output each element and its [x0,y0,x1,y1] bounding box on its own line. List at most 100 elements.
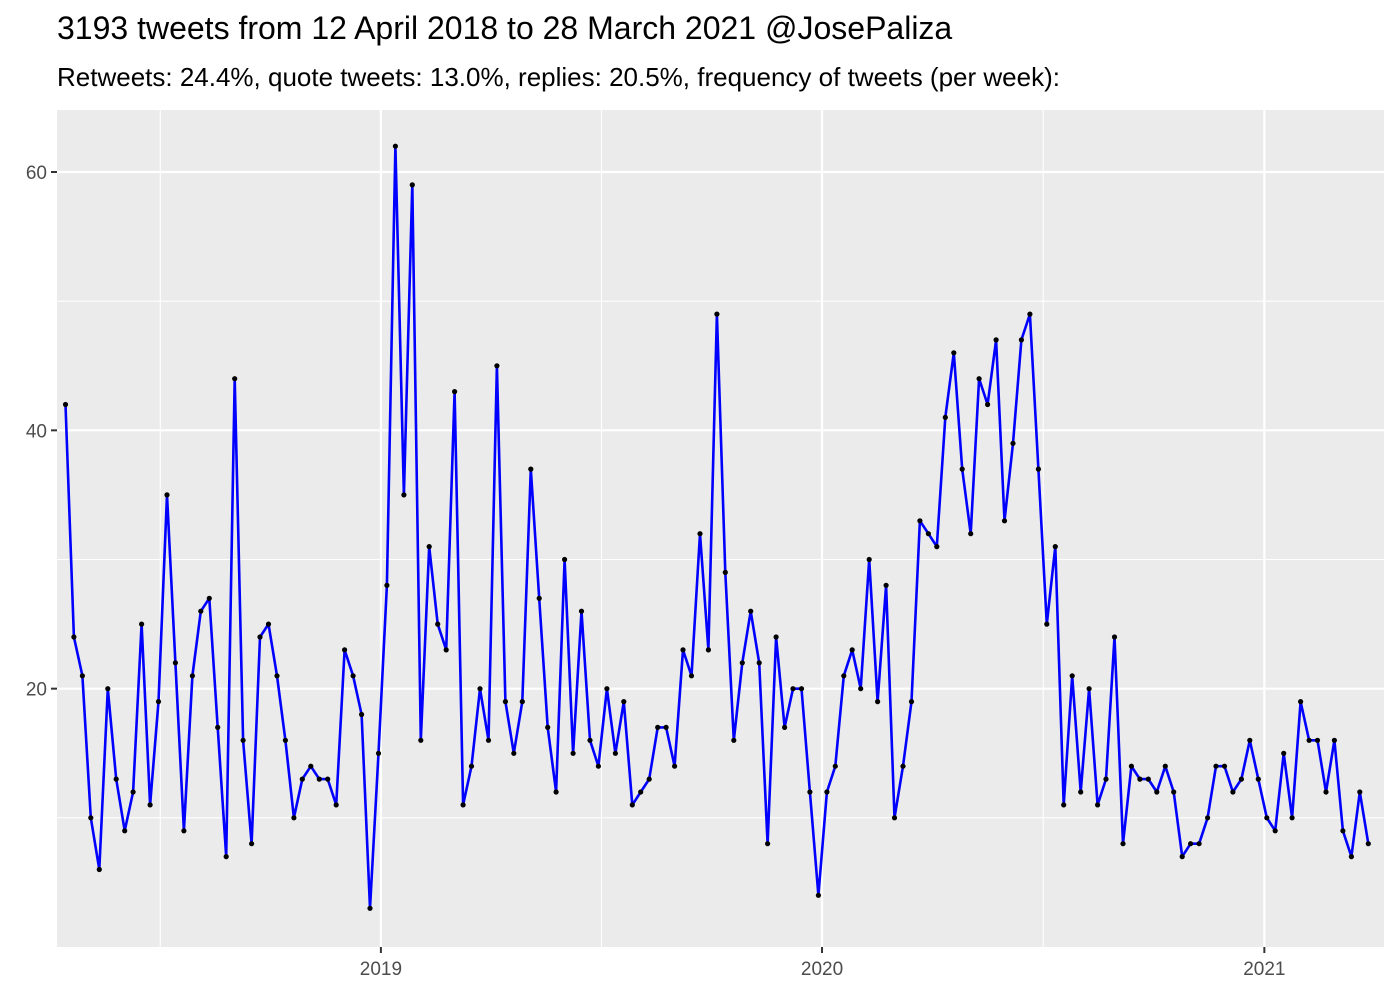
data-point [1205,815,1211,821]
data-point [418,737,424,743]
data-point [672,763,678,769]
data-point [748,608,754,614]
data-point [739,660,745,666]
data-point [553,789,559,795]
data-point [1052,544,1058,550]
data-point [595,763,602,769]
data-point [1137,776,1143,782]
data-point [858,686,864,692]
data-point [240,737,246,743]
data-point [1111,634,1118,640]
data-point [426,544,432,550]
data-point [714,311,720,317]
data-point [1306,737,1312,743]
data-point [291,815,297,821]
data-point [1086,686,1092,692]
data-point [578,608,585,614]
data-point [621,699,627,705]
x-tick-label: 2020 [801,959,843,980]
data-point [1103,776,1109,782]
data-point [790,686,796,692]
data-point [646,776,652,782]
data-point [1357,789,1363,795]
data-point [832,763,838,769]
data-point [1171,789,1177,795]
data-point [130,789,136,795]
data-point [655,724,661,731]
data-point [1010,440,1016,446]
plot-panel [57,110,1384,947]
data-point [198,608,204,614]
data-point [232,376,238,382]
data-point [1289,815,1295,821]
data-point [88,815,94,821]
data-point [1281,750,1287,756]
data-point [1255,776,1261,782]
data-point [1323,789,1329,795]
data-point [164,492,170,498]
data-point [485,737,492,743]
data-point [638,789,644,795]
data-point [1095,802,1101,808]
data-point [113,776,119,782]
data-point [942,414,948,420]
data-point [409,182,415,188]
data-point [1128,763,1134,769]
x-tick-label: 2019 [360,959,402,980]
data-point [435,621,441,627]
data-point [1027,311,1033,317]
data-point [511,750,517,756]
data-point [959,466,965,472]
data-point [849,647,855,653]
data-point [1035,466,1041,472]
data-point [452,389,458,395]
data-point [731,737,737,743]
data-point [1196,841,1202,847]
data-point [1044,621,1050,627]
data-point [900,763,906,769]
data-point [824,789,830,795]
data-point [1179,854,1185,860]
data-point [875,699,881,705]
data-point [1331,737,1337,743]
data-point [299,776,305,782]
data-point [570,750,576,756]
data-point [155,699,162,705]
data-point [1188,841,1194,847]
y-tick-label: 60 [26,163,47,184]
chart-title: 3193 tweets from 12 April 2018 to 28 Mar… [57,10,953,46]
data-point [629,802,635,808]
data-point [367,905,373,911]
data-point [392,143,398,149]
data-point [71,634,77,640]
data-point [841,673,847,679]
data-point [215,724,221,731]
data-point [528,466,534,472]
data-point [1154,789,1160,795]
data-point [925,531,932,537]
data-point [519,699,525,705]
data-point [1247,737,1253,743]
data-point [1018,337,1024,343]
data-point [206,595,212,601]
data-point [274,673,280,679]
data-point [562,556,568,563]
data-point [468,763,475,769]
data-point [765,841,771,847]
data-point [1061,802,1067,808]
data-point [1365,841,1371,847]
data-point [1314,737,1321,743]
data-point [359,711,365,718]
data-point [249,841,255,847]
data-point [951,350,957,356]
data-point [722,569,728,576]
data-point [807,789,813,795]
data-point [866,556,872,563]
data-point [1221,763,1228,769]
data-point [139,621,145,627]
data-point [401,492,407,498]
data-point [1340,828,1346,834]
data-point [1120,841,1126,847]
data-point [257,634,263,640]
